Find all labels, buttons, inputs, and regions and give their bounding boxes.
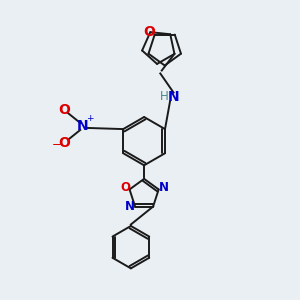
Text: O: O — [143, 25, 155, 39]
Text: O: O — [59, 103, 70, 117]
Text: N: N — [76, 119, 88, 134]
Text: +: + — [86, 114, 93, 123]
Text: N: N — [168, 90, 179, 104]
Text: −: − — [51, 138, 61, 151]
Text: O: O — [120, 182, 130, 194]
Text: N: N — [159, 182, 169, 194]
Text: N: N — [125, 200, 135, 213]
Text: O: O — [59, 136, 70, 150]
Text: H: H — [160, 91, 169, 103]
